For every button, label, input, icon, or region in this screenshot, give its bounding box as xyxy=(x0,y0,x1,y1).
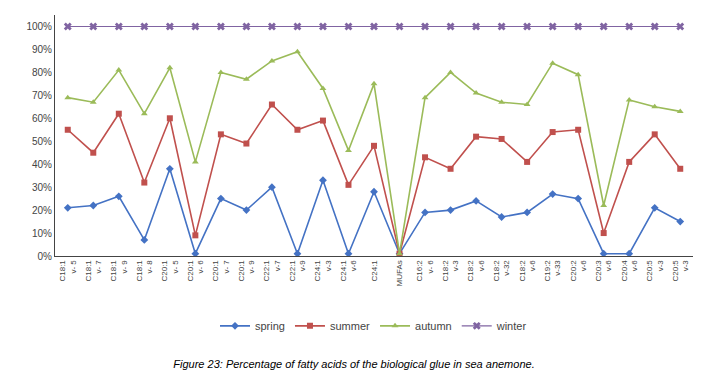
svg-text:80%: 80% xyxy=(32,67,52,78)
svg-text:summer: summer xyxy=(330,320,370,332)
svg-text:C22:1v-7: C22:1v-7 xyxy=(262,260,281,282)
svg-text:MUFAs: MUFAs xyxy=(395,260,404,286)
svg-text:C20:1v- 9: C20:1v- 9 xyxy=(237,260,256,282)
svg-text:C18:1v- 9: C18:1v- 9 xyxy=(109,260,128,282)
svg-text:C18:2v-6: C18:2v-6 xyxy=(518,260,537,282)
svg-text:C18:1v- 7: C18:1v- 7 xyxy=(84,260,103,282)
svg-text:C18:1v- 8: C18:1v- 8 xyxy=(135,260,154,282)
svg-text:winter: winter xyxy=(496,320,527,332)
svg-text:C18:1v- 5: C18:1v- 5 xyxy=(58,260,77,282)
svg-text:C20:1v- 6: C20:1v- 6 xyxy=(186,260,205,282)
svg-text:C20:1v- 7: C20:1v- 7 xyxy=(211,260,230,282)
svg-text:C24:1: C24:1 xyxy=(370,260,379,282)
svg-text:90%: 90% xyxy=(32,44,52,55)
svg-text:30%: 30% xyxy=(32,182,52,193)
svg-text:C20:2v-6: C20:2v-6 xyxy=(569,260,588,282)
svg-text:C16:2v- 6: C16:2v- 6 xyxy=(415,260,434,282)
svg-text:10%: 10% xyxy=(32,228,52,239)
svg-text:C20:4v-6: C20:4v-6 xyxy=(620,260,639,282)
svg-text:C24:1v-6: C24:1v-6 xyxy=(339,260,358,282)
svg-text:spring: spring xyxy=(255,320,285,332)
svg-text:autumn: autumn xyxy=(415,320,452,332)
svg-text:70%: 70% xyxy=(32,90,52,101)
svg-text:C18:2v-32: C18:2v-32 xyxy=(492,260,511,282)
svg-text:40%: 40% xyxy=(32,159,52,170)
svg-text:0%: 0% xyxy=(38,251,53,262)
svg-text:C18:2v-6: C18:2v-6 xyxy=(466,260,485,282)
svg-text:C20:3v-6: C20:3v-6 xyxy=(594,260,613,282)
svg-text:C18:2v-3: C18:2v-3 xyxy=(441,260,460,282)
svg-text:C19:2v-33: C19:2v-33 xyxy=(543,260,562,282)
svg-text:20%: 20% xyxy=(32,205,52,216)
svg-text:60%: 60% xyxy=(32,113,52,124)
svg-text:100%: 100% xyxy=(26,21,52,32)
svg-text:50%: 50% xyxy=(32,136,52,147)
svg-text:C20:1v- 5: C20:1v- 5 xyxy=(160,260,179,282)
svg-text:C24:1v-3: C24:1v-3 xyxy=(313,260,332,282)
svg-text:C22:1v-9: C22:1v-9 xyxy=(288,260,307,282)
svg-text:C20:5v-3: C20:5v-3 xyxy=(645,260,664,282)
svg-text:Figure 23: Percentage of fatty: Figure 23: Percentage of fatty acids of … xyxy=(173,358,534,370)
svg-text:C20:5v-3: C20:5v-3 xyxy=(671,260,690,282)
